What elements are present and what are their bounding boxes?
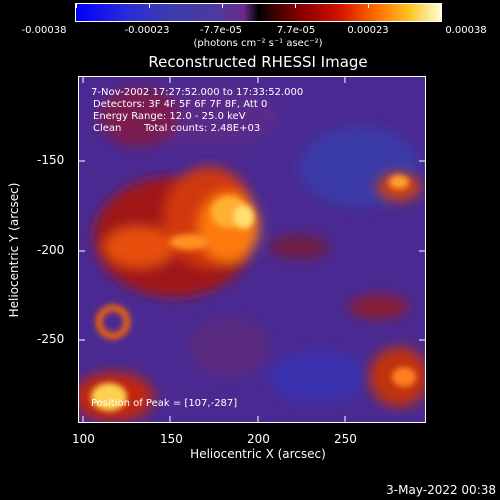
total-counts-text: Total counts: 2.48E+03: [144, 123, 261, 134]
x-tick-label: 200: [247, 432, 270, 446]
y-axis-label: Heliocentric Y (arcsec): [7, 182, 21, 318]
y-tick-label: -150: [37, 153, 65, 167]
detectors-text: Detectors: 3F 4F 5F 6F 7F 8F, Att 0: [93, 99, 268, 110]
colorbar-label: 0.00023: [347, 25, 389, 36]
clean-label: Clean: [93, 123, 122, 134]
colorbar-label: 0.00038: [445, 25, 487, 36]
y-tick-label: -200: [37, 243, 65, 257]
colorbar-label: 7.7e-05: [276, 25, 316, 36]
colorbar-tick: [295, 4, 296, 8]
colorbar-units: (photons cm⁻² s⁻¹ asec⁻²): [193, 38, 323, 49]
peak-position-text: Position of Peak = [107,-287]: [91, 398, 238, 409]
plot-title: Reconstructed RHESSI Image: [148, 53, 368, 71]
time-range-text: 7-Nov-2002 17:27:52.000 to 17:33:52.000: [91, 87, 304, 98]
colorbar-tick: [222, 4, 223, 8]
render-timestamp: 3-May-2022 00:38: [386, 483, 496, 497]
energy-range-text: Energy Range: 12.0 - 25.0 keV: [93, 111, 246, 122]
x-tick-label: 100: [72, 432, 95, 446]
colorbar-label: -0.00023: [124, 25, 170, 36]
x-tick-label: 150: [160, 432, 183, 446]
colorbar: [75, 3, 442, 22]
image-plot[interactable]: [78, 76, 426, 423]
colorbar-tick: [440, 4, 441, 8]
colorbar-tick: [149, 4, 150, 8]
colorbar-label: -7.7e-05: [200, 25, 242, 36]
colorbar-tick: [76, 4, 77, 8]
x-tick-label: 250: [334, 432, 357, 446]
colorbar-label: -0.00038: [21, 25, 67, 36]
colorbar-tick: [368, 4, 369, 8]
solar-flare-image: [79, 77, 425, 422]
x-axis-label: Heliocentric X (arcsec): [190, 447, 326, 461]
y-tick-label: -250: [37, 332, 65, 346]
